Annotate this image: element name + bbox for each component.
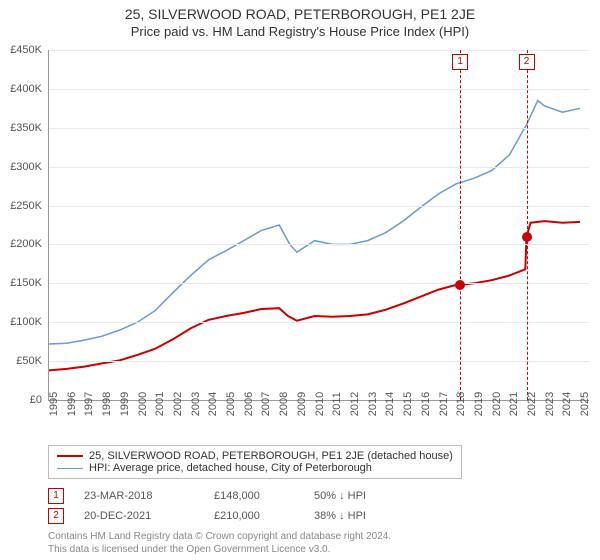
footer-attribution: Contains HM Land Registry data © Crown c… (48, 530, 391, 556)
x-axis-label: 2025 (579, 392, 591, 416)
x-axis-label: 2000 (137, 392, 149, 416)
legend-label: HPI: Average price, detached house, City… (89, 462, 372, 474)
reference-line (460, 50, 461, 400)
gridline (49, 89, 589, 90)
y-axis-label: £400K (0, 83, 42, 95)
price-marker (522, 232, 532, 242)
chart-subtitle: Price paid vs. HM Land Registry's House … (0, 22, 600, 39)
transaction-price: £210,000 (214, 510, 294, 522)
gridline (49, 206, 589, 207)
gridline (49, 244, 589, 245)
x-axis-label: 2024 (561, 392, 573, 416)
x-axis-label: 2011 (331, 392, 343, 416)
x-axis-label: 2010 (314, 392, 326, 416)
footer-line: Contains HM Land Registry data © Crown c… (48, 530, 391, 543)
chart-svg (49, 50, 589, 400)
x-axis-label: 2012 (349, 392, 361, 416)
y-axis-label: £200K (0, 238, 42, 250)
series-hpi (49, 101, 580, 344)
gridline (49, 128, 589, 129)
x-axis-label: 2020 (491, 392, 503, 416)
x-axis-label: 2007 (260, 392, 272, 416)
x-axis-label: 1999 (119, 392, 131, 416)
x-axis-label: 2019 (473, 392, 485, 416)
gridline (49, 283, 589, 284)
legend-swatch (57, 455, 83, 457)
x-axis-label: 2003 (190, 392, 202, 416)
y-axis-label: £50K (0, 355, 42, 367)
reference-line (527, 50, 528, 400)
x-axis-label: 2017 (438, 392, 450, 416)
gridline (49, 50, 589, 51)
x-axis-label: 2002 (172, 392, 184, 416)
y-axis-label: £300K (0, 161, 42, 173)
x-axis-label: 2005 (225, 392, 237, 416)
x-axis-label: 2013 (367, 392, 379, 416)
gridline (49, 361, 589, 362)
transaction-row: 2 20-DEC-2021 £210,000 38% ↓ HPI (48, 508, 424, 524)
y-axis-label: £350K (0, 122, 42, 134)
x-axis-label: 2014 (384, 392, 396, 416)
plot-area: 12 (48, 50, 589, 401)
legend-item: HPI: Average price, detached house, City… (57, 462, 453, 474)
transaction-price: £148,000 (214, 490, 294, 502)
x-axis-label: 2015 (402, 392, 414, 416)
x-axis-label: 1998 (101, 392, 113, 416)
legend: 25, SILVERWOOD ROAD, PETERBOROUGH, PE1 2… (48, 445, 462, 479)
transaction-date: 20-DEC-2021 (84, 510, 194, 522)
x-axis-label: 2021 (508, 392, 520, 416)
x-axis-label: 2022 (526, 392, 538, 416)
price-marker (455, 280, 465, 290)
transaction-hpi-diff: 38% ↓ HPI (314, 510, 424, 522)
x-axis-label: 1997 (83, 392, 95, 416)
transaction-row: 1 23-MAR-2018 £148,000 50% ↓ HPI (48, 488, 424, 504)
transactions-table: 1 23-MAR-2018 £148,000 50% ↓ HPI 2 20-DEC-202… (48, 488, 424, 528)
x-axis-label: 2006 (243, 392, 255, 416)
transaction-badge: 1 (48, 488, 64, 504)
gridline (49, 167, 589, 168)
x-axis-label: 2018 (455, 392, 467, 416)
gridline (49, 322, 589, 323)
legend-label: 25, SILVERWOOD ROAD, PETERBOROUGH, PE1 2… (89, 450, 453, 462)
y-axis-label: £450K (0, 44, 42, 56)
x-axis-label: 2008 (278, 392, 290, 416)
legend-swatch (57, 468, 83, 469)
transaction-date: 23-MAR-2018 (84, 490, 194, 502)
x-axis-label: 1995 (48, 392, 60, 416)
x-axis-label: 2009 (296, 392, 308, 416)
y-axis-label: £100K (0, 316, 42, 328)
x-axis-label: 2001 (154, 392, 166, 416)
line-chart: 12 £0£50K£100K£150K£200K£250K£300K£350K£… (48, 50, 588, 420)
x-axis-label: 1996 (66, 392, 78, 416)
y-axis-label: £150K (0, 277, 42, 289)
transaction-badge: 2 (48, 508, 64, 524)
legend-item: 25, SILVERWOOD ROAD, PETERBOROUGH, PE1 2… (57, 450, 453, 462)
reference-badge: 1 (452, 54, 468, 70)
x-axis-label: 2023 (544, 392, 556, 416)
transaction-hpi-diff: 50% ↓ HPI (314, 490, 424, 502)
chart-title: 25, SILVERWOOD ROAD, PETERBOROUGH, PE1 2… (0, 0, 600, 22)
y-axis-label: £0 (0, 394, 42, 406)
reference-badge: 2 (519, 54, 535, 70)
x-axis-label: 2016 (420, 392, 432, 416)
x-axis-label: 2004 (207, 392, 219, 416)
y-axis-label: £250K (0, 200, 42, 212)
footer-line: This data is licensed under the Open Gov… (48, 543, 391, 556)
